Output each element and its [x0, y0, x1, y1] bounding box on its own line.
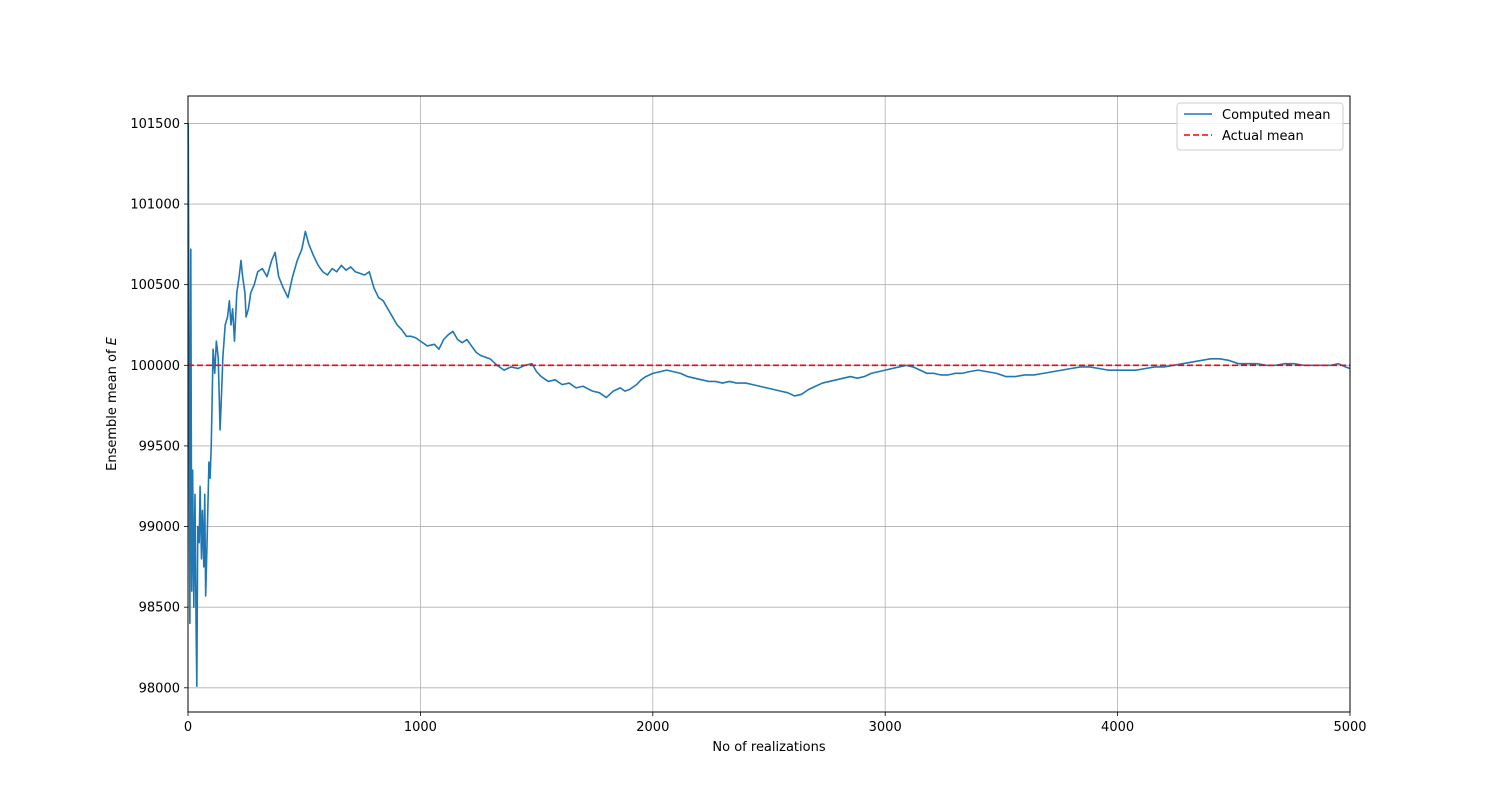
legend-box [1176, 102, 1344, 151]
y-axis-label-text: Ensemble mean of [105, 345, 120, 471]
x-tick-label: 4000 [1101, 720, 1134, 735]
x-tick-label: 2000 [636, 720, 669, 735]
y-tick-label: 100500 [130, 278, 180, 293]
y-axis-label: Ensemble mean of E [105, 336, 120, 471]
legend-computed-mean-label: Computed mean [1222, 108, 1331, 123]
legend: Computed mean Actual mean [1176, 102, 1344, 151]
y-tick-label: 99000 [139, 520, 180, 535]
y-tick-label: 98000 [139, 681, 180, 696]
y-tick-label: 101500 [130, 117, 180, 132]
y-tick-label: 100000 [130, 359, 180, 374]
plot-frame [187, 95, 1351, 713]
x-tick-label: 1000 [404, 720, 437, 735]
x-tick-label: 0 [184, 720, 192, 735]
y-tick-label: 101000 [130, 198, 180, 213]
plot-area [188, 96, 1350, 712]
legend-actual-mean-label: Actual mean [1222, 129, 1304, 144]
x-tick-label: 3000 [869, 720, 902, 735]
y-axis-label-symbol: E [105, 336, 120, 345]
series-layer [187, 123, 1351, 687]
y-tick-label: 98500 [139, 601, 180, 616]
ticks: 0 1000 2000 3000 4000 5000 98000 98500 99000 9950… [130, 117, 1366, 735]
x-tick-label: 5000 [1333, 720, 1366, 735]
x-axis-label: No of realizations [712, 740, 825, 755]
series-line-computed-mean [187, 123, 1351, 687]
y-tick-label: 99500 [139, 439, 180, 454]
